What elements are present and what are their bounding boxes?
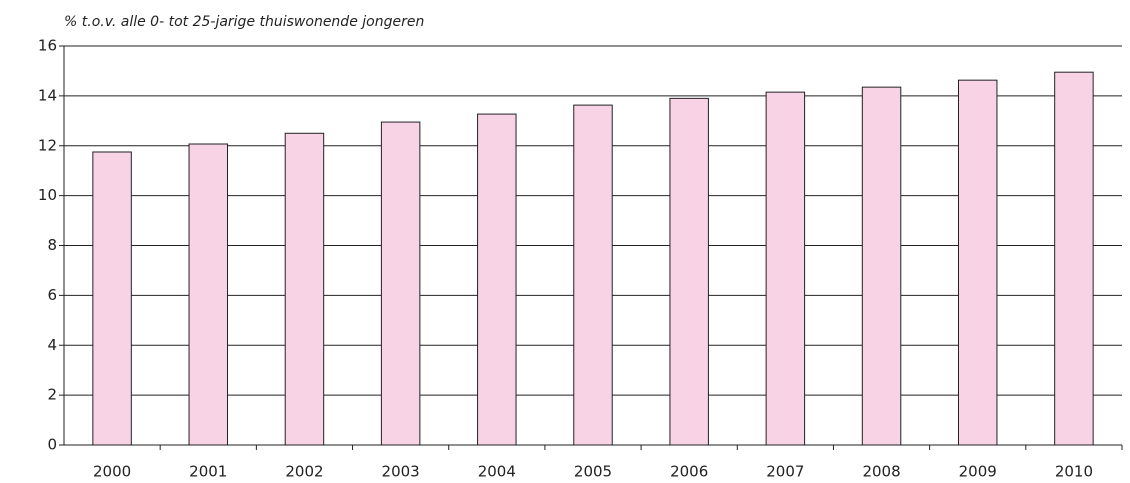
x-tick-label: 2006	[670, 463, 708, 481]
x-tick-label: 2003	[382, 463, 420, 481]
bar	[92, 151, 132, 446]
x-tick-label: 2009	[959, 463, 997, 481]
y-tick-label: 10	[38, 186, 57, 204]
y-tick-label: 2	[47, 386, 57, 404]
bar	[861, 86, 902, 446]
bar	[669, 97, 709, 446]
y-tick-label: 6	[47, 286, 57, 304]
y-tick-label: 0	[47, 436, 57, 454]
y-axis-label: % t.o.v. alle 0- tot 25-jarige thuiswone…	[64, 14, 424, 30]
bar	[1054, 71, 1094, 446]
x-tick-label: 2005	[574, 463, 612, 481]
bar	[573, 104, 613, 446]
x-tick-label: 2007	[766, 463, 804, 481]
x-tick-label: 2002	[285, 463, 323, 481]
x-tick-label: 2001	[189, 463, 227, 481]
y-tick-label: 16	[38, 37, 57, 55]
x-tick-label: 2004	[478, 463, 516, 481]
x-tick-label: 2000	[93, 463, 131, 481]
bar	[765, 91, 806, 446]
y-tick-label: 8	[47, 236, 57, 254]
bar	[284, 132, 325, 446]
bar	[188, 143, 229, 446]
y-tick-label: 12	[38, 136, 57, 154]
bar	[957, 79, 998, 446]
bar	[477, 113, 517, 446]
bar	[380, 121, 421, 446]
y-tick-label: 14	[38, 86, 57, 104]
y-tick-label: 4	[47, 336, 57, 354]
x-tick-label: 2008	[862, 463, 900, 481]
x-tick-label: 2010	[1055, 463, 1093, 481]
